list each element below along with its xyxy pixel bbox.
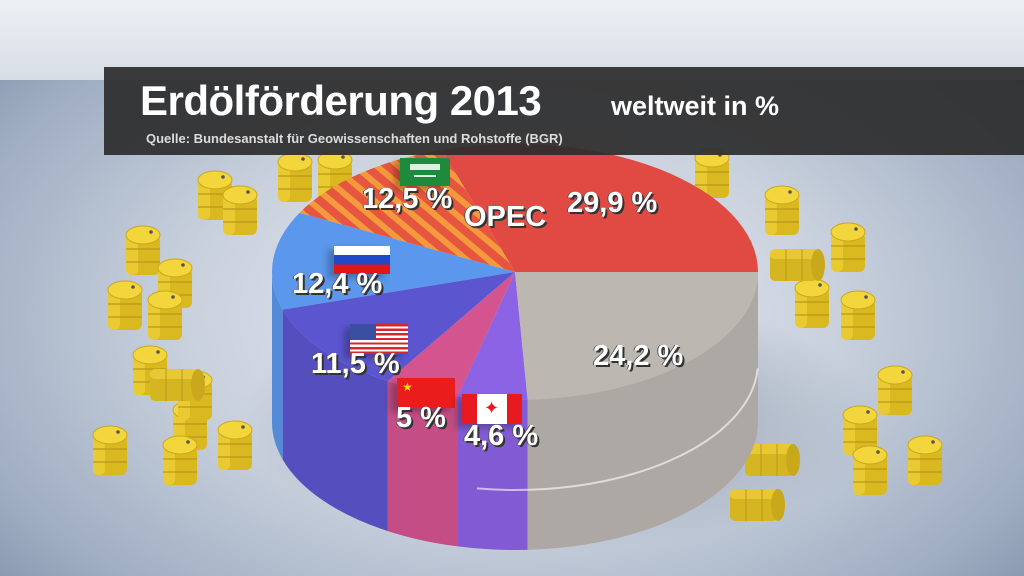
pie-side-5 [457, 396, 528, 550]
label-opec: OPEC [464, 201, 547, 233]
flag-usa-icon [350, 324, 408, 354]
pie-slice-0 [441, 144, 758, 272]
pie-side-6 [527, 272, 758, 550]
background-top [0, 0, 1024, 80]
pie-side-3 [282, 309, 388, 532]
chart-title: Erdölförderung 2013 [140, 77, 542, 124]
label-usa: 11,5 % [311, 348, 400, 380]
pie-rim-highlight [476, 368, 759, 491]
chart-source: Quelle: Bundesanstalt für Geowissenschaf… [146, 131, 563, 146]
chart-subtitle: weltweit in % [611, 91, 780, 121]
pie-slice-5 [457, 272, 528, 400]
pie-side-4 [387, 381, 458, 547]
label-china: 5 % [396, 402, 446, 434]
label-rest-of-world: 24,2 % [593, 340, 684, 372]
label-canada: 4,6 % [464, 420, 539, 452]
pie-slice-2 [271, 212, 515, 310]
pie-slice-1 [299, 149, 515, 272]
label-russia: 12,4 % [292, 268, 383, 300]
title-banner: Erdölförderung 2013 weltweit in % Quelle… [104, 67, 1024, 155]
label-opec-rest: 29,9 % [567, 187, 658, 219]
pie-slice-6 [515, 272, 758, 400]
flag-canada-icon: ✦ [462, 394, 522, 424]
flag-china-icon: ★ [397, 378, 455, 408]
flag-russia-icon [334, 246, 390, 274]
pie-side-faces [272, 272, 759, 550]
pie-side-2 [272, 272, 283, 460]
flag-saudi-arabia-icon [400, 158, 450, 186]
label-saudi-arabia: 12,5 % [362, 183, 453, 215]
pie-slice-4 [387, 272, 515, 397]
